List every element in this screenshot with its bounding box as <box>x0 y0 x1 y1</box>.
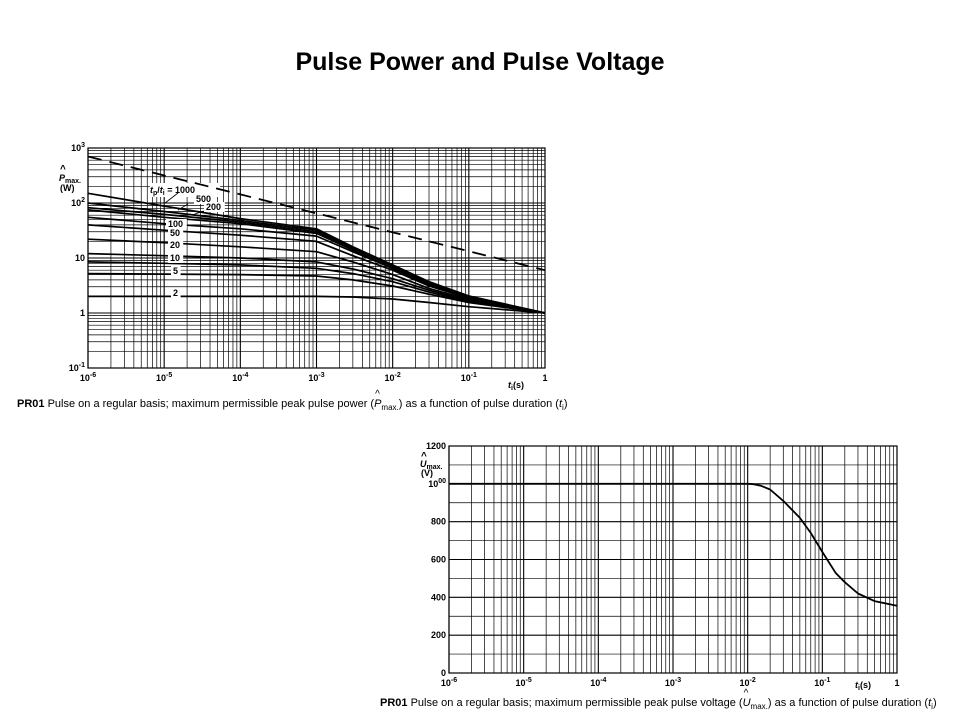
caption-code: PR01 <box>17 398 45 410</box>
curve-label-bg <box>171 266 181 276</box>
x-tick-label: 1 <box>542 373 547 383</box>
y-tick-label: 102 <box>71 197 85 208</box>
curve-label-200: 200 <box>206 202 221 212</box>
curve-label-20: 20 <box>170 240 180 250</box>
y-axis-hat: ^ <box>60 164 66 175</box>
label-leader <box>164 192 179 204</box>
caption-symbol-sub: max. <box>381 403 399 413</box>
caption-text-end: ) <box>563 398 568 410</box>
curve-label-bg <box>194 194 215 204</box>
chart1-caption: PR01 Pulse on a regular basis; maximum p… <box>17 389 568 413</box>
y-tick-label: 600 <box>431 555 446 565</box>
curve-label-bg <box>166 219 187 229</box>
y-tick-label: 400 <box>431 592 446 602</box>
curve-label-10: 10 <box>170 253 180 263</box>
x-tick-label: 10-1 <box>814 677 830 688</box>
series-line-5 <box>87 272 546 314</box>
curve-label-bg <box>171 288 181 298</box>
y-tick-label: 10 <box>75 253 85 263</box>
x-tick-label: 10-1 <box>461 372 477 383</box>
x-tick-label: 10-6 <box>80 372 96 383</box>
caption-text-mid: ) as a function of pulse duration ( <box>767 697 929 709</box>
caption-symbol-sub: max. <box>750 702 768 712</box>
y-tick-label: 1000 <box>428 478 446 489</box>
y-tick-label: 1200 <box>426 441 446 451</box>
series-line-50 <box>87 224 546 314</box>
curve-label-2: 2 <box>173 288 178 298</box>
y-axis-unit: (W) <box>60 183 75 193</box>
caption-text-before: Pulse on a regular basis; maximum permis… <box>47 398 375 410</box>
caption-text-mid: ) as a function of pulse duration ( <box>398 398 559 410</box>
series-line-top <box>87 192 546 314</box>
curve-label-bg <box>168 240 184 250</box>
series-line-20 <box>87 238 546 314</box>
curve-label-bg <box>168 253 184 263</box>
label-leader <box>177 203 189 211</box>
series-line <box>449 482 898 607</box>
curve-label-500: 500 <box>196 194 211 204</box>
caption-text-end: ) <box>932 697 937 709</box>
x-tick-label: 10-4 <box>232 372 248 383</box>
curve-label-5: 5 <box>173 266 178 276</box>
series-line-2 <box>88 295 546 314</box>
curve-label-bg <box>168 228 184 238</box>
ratio-label-bg <box>150 183 220 197</box>
caption-symbol: P <box>374 398 382 410</box>
x-axis-label: ti(s) <box>855 680 871 692</box>
curve-label-100: 100 <box>168 219 183 229</box>
caption-t: t <box>558 398 563 410</box>
limit-dashed-line <box>87 155 546 272</box>
series-line-10b <box>87 261 546 314</box>
caption-t: t <box>928 697 932 709</box>
ratio-label: tp/ti = 1000 <box>150 185 195 197</box>
y-tick-label: 200 <box>431 630 446 640</box>
x-tick-label: 10-5 <box>516 677 532 688</box>
x-tick-label: 10-2 <box>740 677 756 688</box>
y-tick-label: 1 <box>80 308 85 318</box>
caption-t-sub: i <box>931 702 933 712</box>
caption-symbol: U <box>742 697 751 709</box>
x-tick-label: 1 <box>894 678 899 688</box>
label-leader <box>191 210 205 216</box>
y-axis-hat: ^ <box>421 451 427 462</box>
chart2-caption: PR01 Pulse on a regular basis; maximum p… <box>380 688 937 712</box>
x-tick-label: 10-6 <box>441 677 457 688</box>
y-tick-label: 800 <box>431 517 446 527</box>
y-axis-label: Pmax. <box>59 173 81 185</box>
caption-code: PR01 <box>380 697 408 709</box>
x-tick-label: 10-4 <box>590 677 606 688</box>
x-axis-label: ti(s) <box>508 380 524 392</box>
series-line-100 <box>87 216 546 314</box>
x-tick-label: 10-2 <box>385 372 401 383</box>
y-tick-label: 10-1 <box>69 362 85 373</box>
caption-text-before: Pulse on a regular basis; maximum permis… <box>410 697 743 709</box>
x-tick-label: 10-3 <box>308 372 324 383</box>
curve-label-50: 50 <box>170 228 180 238</box>
y-axis-unit: (V) <box>421 468 433 478</box>
y-tick-label: 0 <box>441 668 446 678</box>
x-tick-label: 10-5 <box>156 372 172 383</box>
slide-title: Pulse Power and Pulse Voltage <box>295 48 665 76</box>
x-tick-label: 10-3 <box>665 677 681 688</box>
curve-label-bg <box>204 202 225 212</box>
y-axis-label: Umax. <box>420 459 443 471</box>
series-line-10 <box>87 252 546 314</box>
caption-t-sub: i <box>562 403 564 413</box>
y-tick-label: 103 <box>71 142 85 153</box>
